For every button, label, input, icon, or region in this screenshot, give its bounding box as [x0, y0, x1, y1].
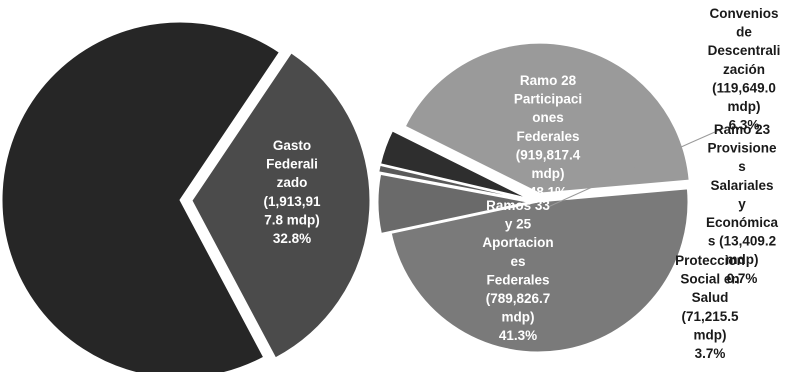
pie-slice-convenios-de-descentralizacion [377, 173, 529, 234]
data-label-gasto-federalizado: Gasto Federali zado (1,913,91 7.8 mdp) 32.8% [263, 138, 321, 246]
pie-1 [1, 21, 371, 372]
pie-slice-gasto-federalizado [191, 52, 371, 359]
data-label-ramo-28-participaciones-federales: Ramo 28 Participaci ones Federales (919,817.… [514, 73, 582, 200]
data-label-ramos-33-y-25-aportaciones-federales: Ramos 33 y 25 Aportacion es Federales (789,82… [482, 198, 553, 343]
pie-slice-ramo-28-participaciones-federales [390, 188, 689, 353]
pie-2 [377, 42, 690, 353]
pie-slice-ramos-33-y-25-aportaciones-federales [404, 42, 690, 194]
leader-line-ramo-23 [547, 127, 725, 208]
data-label-ramo-23-provisiones-salariales-y-economicas: Ramo 23 Provisione s Salariales y Económica s … [706, 122, 779, 286]
data-label-proteccion-social-en-salud: Proteccion Social en Salud (71,215.5 mdp) 3.7… [675, 253, 745, 361]
pie-slice-proteccion-social-en-salud [380, 130, 527, 199]
pie-slice-slice [1, 21, 281, 372]
pie-slice-ramo-23-provisiones-salariales-y-economicas [378, 164, 527, 201]
data-label-convenios-de-descentralizacion: Convenios de Descentrali zación (119,649.0 md… [708, 6, 781, 133]
